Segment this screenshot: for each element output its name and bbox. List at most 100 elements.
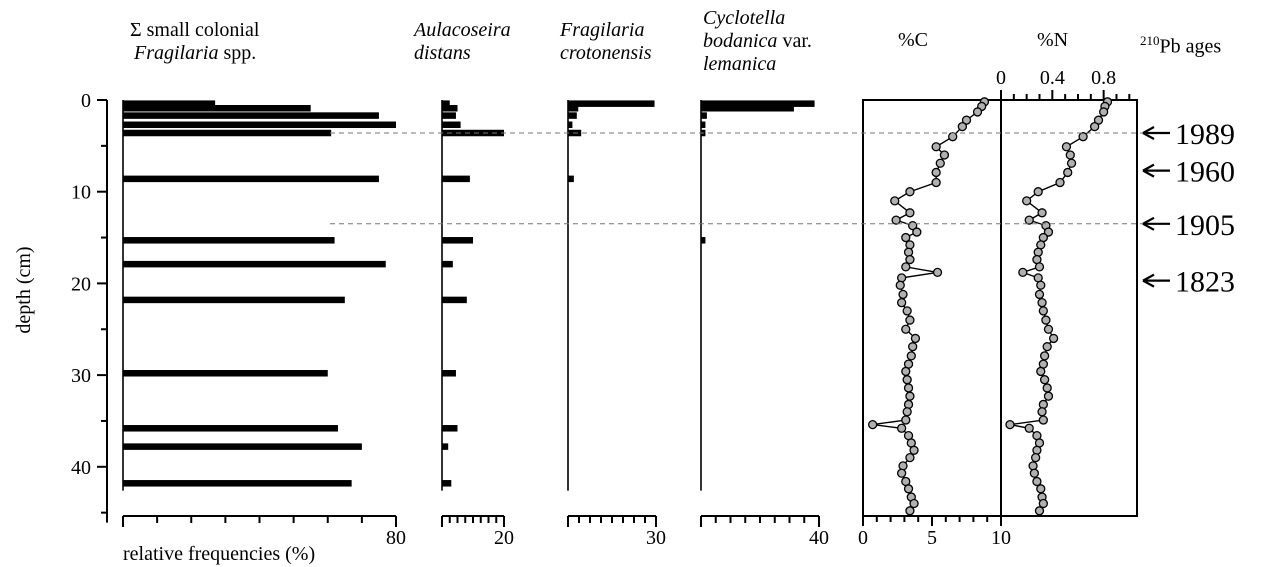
carbon-point-9 (931, 167, 941, 178)
carbon-point-19 (903, 247, 914, 257)
carbon-point-34 (901, 366, 911, 377)
nitrogen-point-6 (1061, 142, 1072, 152)
nitrogen-x-tick-label-0.8: 0.8 (1091, 67, 1116, 89)
age-arrow-head-a-1905 (1142, 216, 1155, 225)
title-cyclotella-line3: lemanica (703, 53, 777, 75)
nitrogen-point-53 (1034, 506, 1045, 516)
nitrogen-x-tick-label-0: 0 (996, 67, 1006, 89)
fragilaria-bar-8 (123, 296, 345, 304)
carbon-point-25 (898, 289, 908, 300)
carbon-point-30 (910, 333, 921, 344)
fragilaria-bar-7 (123, 260, 386, 268)
aulacoseira-bar-3 (442, 121, 461, 129)
age-arrow-head-a-1960 (1142, 163, 1155, 172)
fragilaria-bar-12 (123, 480, 352, 487)
aulacoseira-bar-8 (442, 296, 467, 304)
nitrogen-point-24 (1036, 280, 1046, 290)
carbon-point-2 (972, 107, 983, 117)
fragilaria-bar-6 (123, 237, 335, 244)
carbon-point-50 (903, 484, 914, 494)
fragilaria-bar-5 (123, 175, 379, 183)
carbon-point-27 (902, 306, 912, 316)
nitrogen-point-8 (1066, 158, 1077, 168)
title-nitrogen: %N (1037, 29, 1069, 51)
carbon-point-29 (901, 324, 911, 334)
carbon-point-35 (902, 375, 912, 385)
carbon-point-11 (905, 187, 915, 197)
crotonensis-bar-2 (568, 112, 577, 119)
crotonensis-x-tick-label: 30 (646, 527, 666, 549)
carbon-point-42 (896, 423, 907, 433)
nitrogen-point-31 (1042, 342, 1052, 352)
carbon-point-10 (931, 177, 941, 188)
aulacoseira-bar-6 (442, 237, 473, 244)
nitrogen-point-26 (1037, 298, 1047, 308)
age-label-1905: 1905 (1175, 209, 1235, 242)
nitrogen-x-tick-label-0.4: 0.4 (1040, 67, 1065, 89)
carbon-point-18 (905, 240, 915, 250)
fragilaria-x-tick-label: 80 (386, 527, 406, 549)
depth-tick-label-10: 10 (71, 182, 91, 204)
carbon-point-41 (868, 419, 878, 430)
aulacoseira-bar-11 (442, 443, 449, 450)
nitrogen-point-30 (1048, 333, 1059, 344)
carbon-x-tick-label-0: 0 (858, 527, 868, 549)
carbon-point-14 (891, 215, 901, 225)
carbon-point-37 (905, 391, 915, 401)
nitrogen-point-39 (1037, 407, 1047, 417)
aulacoseira-bar-1 (442, 105, 458, 112)
nitrogen-series-line (1009, 101, 1109, 512)
carbon-x-tick-label-5: 5 (927, 527, 937, 549)
nitrogen-point-22 (1018, 267, 1028, 278)
carbon-point-47 (898, 461, 908, 471)
nitrogen-point-36 (1042, 383, 1052, 393)
carbon-point-7 (939, 150, 950, 160)
nitrogen-point-29 (1043, 324, 1054, 334)
carbon-point-36 (903, 383, 914, 393)
depth-tick-label-20: 20 (71, 273, 91, 295)
aulacoseira-bar-4 (442, 129, 504, 137)
fragilaria-bar-0 (123, 100, 216, 107)
fragilaria-bar-11 (123, 443, 362, 450)
title-cyclotella-var: var. (777, 30, 812, 52)
nitrogen-point-47 (1028, 461, 1038, 471)
nitrogen-point-7 (1065, 150, 1075, 160)
depth-tick-label-0: 0 (81, 90, 91, 112)
title-fragilaria-genus: Fragilaria (134, 42, 219, 64)
title-cyclotella-line1: Cyclotella (703, 7, 786, 29)
carbon-point-16 (912, 227, 922, 237)
fragilaria-bar-9 (123, 370, 328, 377)
carbon-point-39 (902, 407, 912, 417)
title-pb-rest: Pb ages (1159, 35, 1222, 58)
nitrogen-point-38 (1038, 399, 1048, 410)
cyclotella-bar-5 (701, 237, 706, 244)
age-arrow-head-b-1905 (1142, 222, 1155, 231)
nitrogen-point-5 (1078, 132, 1088, 142)
title-fragilaria: Σ small colonial Fragilaria spp. (130, 19, 259, 65)
fragilaria-bar-2 (123, 112, 379, 119)
title-fragilaria-line1: Σ small colonial (130, 19, 260, 41)
age-arrow-head-a-1989 (1142, 126, 1155, 134)
carbon-point-20 (905, 254, 915, 265)
nitrogen-point-48 (1029, 468, 1040, 478)
age-arrow-head-a-1823 (1142, 273, 1155, 282)
carbon-point-12 (890, 196, 900, 206)
age-arrow-head-b-1960 (1142, 169, 1155, 178)
title-fragilaria-suffix: spp. (218, 42, 257, 64)
nitrogen-point-42 (1024, 423, 1034, 433)
aulacoseira-bar-12 (442, 480, 452, 487)
aulacoseira-bar-0 (442, 100, 450, 107)
carbon-point-46 (905, 452, 915, 463)
aulacoseira-bar-2 (442, 112, 456, 119)
nitrogen-point-4 (1090, 121, 1100, 132)
nitrogen-point-19 (1033, 247, 1043, 257)
nitrogen-point-2 (1098, 107, 1109, 117)
carbon-point-13 (905, 208, 915, 218)
cyclotella-bar-2 (701, 112, 707, 119)
x-axis-label: relative frequencies (%) (123, 543, 315, 565)
nitrogen-point-12 (1022, 196, 1032, 206)
nitrogen-point-13 (1037, 208, 1047, 218)
nitrogen-point-34 (1036, 366, 1046, 377)
crotonensis-bar-5 (568, 175, 574, 183)
